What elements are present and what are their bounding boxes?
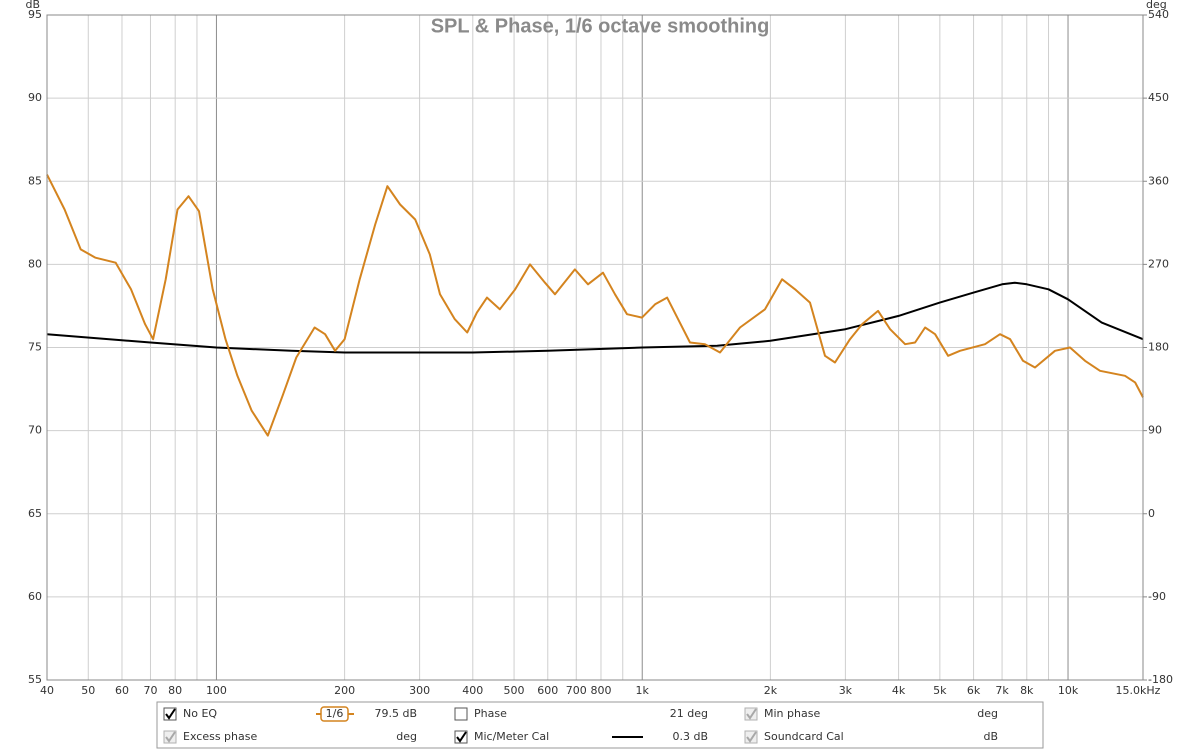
y-tick-label: 90: [28, 91, 42, 104]
legend-readout: 79.5 dB: [374, 707, 417, 720]
x-tick-label: 600: [537, 684, 558, 697]
y-tick-label: 75: [28, 341, 42, 354]
chart-title: SPL & Phase, 1/6 octave smoothing: [431, 15, 770, 37]
y-tick-label: 80: [28, 257, 42, 270]
smoothing-label: 1/6: [326, 707, 344, 720]
legend-label: Soundcard Cal: [764, 730, 844, 743]
x-tick-label: 40: [40, 684, 54, 697]
x-tick-label: 60: [115, 684, 129, 697]
y2-tick-label: 540: [1148, 8, 1169, 21]
x-tick-label: 100: [206, 684, 227, 697]
x-tick-label: 80: [168, 684, 182, 697]
y2-tick-label: 180: [1148, 341, 1169, 354]
x-tick-label: 5k: [933, 684, 947, 697]
y2-tick-label: 450: [1148, 91, 1169, 104]
x-tick-label: 70: [143, 684, 157, 697]
checkmark: [746, 731, 757, 743]
x-tick-label: 700: [566, 684, 587, 697]
legend-label: No EQ: [183, 707, 217, 720]
series-line: [46, 174, 1144, 437]
legend-readout: 21 deg: [670, 707, 708, 720]
legend-label: Mic/Meter Cal: [474, 730, 549, 743]
x-tick-label: 500: [504, 684, 525, 697]
legend-label: Excess phase: [183, 730, 257, 743]
smoothing-box: [320, 706, 349, 722]
x-tick-label: 7k: [995, 684, 1009, 697]
x-tick-label: 15.0kHz: [1116, 684, 1161, 697]
y2-tick-label: -180: [1148, 673, 1173, 686]
legend-label: Min phase: [764, 707, 820, 720]
y-axis-label: dB: [25, 0, 40, 11]
checkmark: [165, 708, 176, 720]
x-tick-label: 4k: [892, 684, 906, 697]
x-tick-label: 50: [81, 684, 95, 697]
legend-readout: 0.3 dB: [672, 730, 708, 743]
checkmark: [456, 731, 467, 743]
y2-tick-label: -90: [1148, 590, 1166, 603]
x-tick-label: 8k: [1020, 684, 1034, 697]
x-tick-label: 3k: [839, 684, 853, 697]
y-tick-label: 95: [28, 8, 42, 21]
series-line: [46, 281, 1144, 354]
x-tick-label: 200: [334, 684, 355, 697]
x-tick-label: 10k: [1058, 684, 1079, 697]
plot: [46, 174, 1144, 437]
y2-tick-label: 270: [1148, 257, 1169, 270]
legend-readout: deg: [396, 730, 417, 743]
x-tick-label: 6k: [967, 684, 981, 697]
checkbox: [454, 707, 468, 721]
y2-tick-label: 360: [1148, 174, 1169, 187]
y-tick-label: 70: [28, 424, 42, 437]
x-tick-label: 1k: [636, 684, 650, 697]
legend-label: Phase: [474, 707, 507, 720]
y-tick-label: 65: [28, 507, 42, 520]
checkmark: [165, 731, 176, 743]
x-tick-label: 300: [409, 684, 430, 697]
y-tick-label: 60: [28, 590, 42, 603]
y-tick-label: 55: [28, 673, 42, 686]
x-tick-label: 800: [590, 684, 611, 697]
legend-readout: dB: [983, 730, 998, 743]
legend-readout: deg: [977, 707, 998, 720]
x-tick-label: 2k: [764, 684, 778, 697]
y2-axis-label: deg: [1146, 0, 1167, 11]
x-tick-label: 400: [462, 684, 483, 697]
legend-panel: [156, 701, 1044, 749]
checkmark: [746, 708, 757, 720]
y2-tick-label: 0: [1148, 507, 1155, 520]
y-tick-label: 85: [28, 174, 42, 187]
y2-tick-label: 90: [1148, 424, 1162, 437]
